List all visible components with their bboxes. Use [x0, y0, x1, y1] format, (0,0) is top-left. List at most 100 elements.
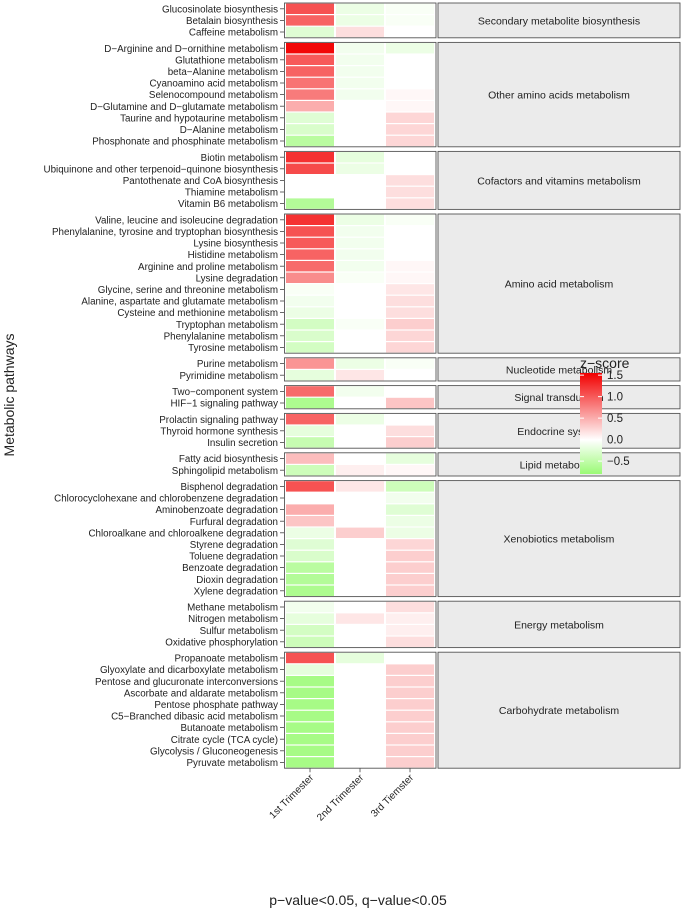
heatmap-cell	[386, 26, 434, 38]
row-label: Citrate cycle (TCA cycle)	[171, 735, 278, 746]
row-label: Chloroalkane and chloroalkene degradatio…	[88, 528, 278, 539]
heatmap-cell	[336, 295, 384, 307]
heatmap-cell	[336, 757, 384, 768]
row-label: Sulfur metabolism	[200, 626, 278, 637]
column-label: 1st Trimester	[267, 772, 316, 821]
panel-border	[284, 452, 437, 477]
heatmap-cell	[386, 745, 434, 756]
panel-border	[284, 357, 437, 382]
heatmap-cell	[386, 152, 434, 163]
heatmap-cell	[336, 585, 384, 596]
row-label: Caffeine metabolism	[189, 28, 278, 39]
row-label: Arginine and proline metabolism	[138, 262, 278, 273]
heatmap-cell	[286, 54, 334, 65]
legend-tick-label: 1.5	[607, 370, 623, 382]
heatmap-cell	[386, 636, 434, 647]
heatmap-cell	[286, 112, 334, 123]
row-label: Glycine, serine and threonine metabolism	[98, 285, 278, 296]
heatmap-cell	[386, 15, 434, 26]
row-label: Insulin secretion	[207, 438, 278, 449]
heatmap-cell	[386, 527, 434, 538]
heatmap-cell	[336, 15, 384, 26]
heatmap-cell	[336, 26, 384, 38]
row-label: Selenocompound metabolism	[149, 90, 278, 101]
heatmap-cell	[386, 237, 434, 249]
heatmap-cell	[386, 226, 434, 237]
panel-border	[284, 385, 437, 410]
heatmap-cell	[386, 3, 434, 14]
row-label: Ubiquinone and other terpenoid−quinone b…	[44, 164, 279, 175]
heatmap-cell	[336, 745, 384, 756]
heatmap-cell	[336, 112, 384, 123]
row-label: Pentose phosphate pathway	[154, 700, 278, 711]
row-label: Two−component system	[172, 387, 278, 398]
heatmap-cell	[286, 342, 334, 353]
row-label: Cyanoamino acid metabolism	[149, 79, 278, 90]
row-label: Purine metabolism	[197, 359, 278, 370]
heatmap-cell	[386, 757, 434, 768]
heatmap-cell	[386, 437, 434, 448]
heatmap-cell	[386, 562, 434, 573]
heatmap-cell	[386, 43, 434, 54]
y-axis-title: Metabolic pathways	[1, 334, 17, 457]
heatmap-cell	[336, 425, 384, 436]
heatmap-cell	[336, 676, 384, 687]
heatmap-cell	[286, 527, 334, 538]
heatmap-cell	[286, 198, 334, 209]
facet-strip-label: Lipid metabolism	[520, 459, 599, 471]
heatmap-cell	[336, 664, 384, 675]
heatmap-cell	[386, 89, 434, 100]
facet-strip-label: Carbohydrate metabolism	[499, 705, 619, 717]
heatmap-cell	[336, 625, 384, 636]
heatmap-cell	[386, 601, 434, 613]
row-label: Thiamine metabolism	[185, 188, 278, 199]
x-axis-title: p−value<0.05, q−value<0.05	[269, 892, 447, 908]
heatmap-cell	[336, 175, 384, 186]
heatmap-cell	[336, 66, 384, 77]
heatmap-cell	[286, 745, 334, 756]
heatmap-cell	[386, 722, 434, 733]
heatmap-cell	[386, 249, 434, 260]
row-label: Cysteine and methionine metabolism	[117, 308, 278, 319]
heatmap-cell	[286, 135, 334, 147]
heatmap-cell	[286, 710, 334, 722]
heatmap-cell	[336, 722, 384, 733]
panel-border	[284, 600, 437, 649]
legend: z−score 1.5 1.0 0.5 0.0 −0.5	[580, 355, 630, 474]
heatmap-cell	[286, 601, 334, 613]
column-label: 3rd Tiemster	[369, 772, 417, 820]
heatmap-cell	[336, 214, 384, 225]
row-label: Tryptophan metabolism	[176, 320, 278, 331]
heatmap-cell	[386, 307, 434, 318]
row-label: Bisphenol degradation	[180, 482, 278, 493]
heatmap-cell	[286, 636, 334, 647]
heatmap-cell	[336, 307, 384, 318]
heatmap-cells	[286, 3, 434, 768]
heatmap-cell	[336, 3, 384, 14]
heatmap-cell	[336, 550, 384, 562]
heatmap-cell	[386, 625, 434, 636]
heatmap-cell	[286, 562, 334, 573]
heatmap-cell	[286, 676, 334, 687]
heatmap-cell	[286, 214, 334, 225]
heatmap-cell	[386, 175, 434, 186]
heatmap-cell	[286, 664, 334, 675]
heatmap-cell	[286, 539, 334, 550]
heatmap-cell	[286, 625, 334, 636]
heatmap-cell	[336, 272, 384, 283]
heatmap-cell	[336, 249, 384, 260]
heatmap-cell	[386, 386, 434, 397]
row-label: Glycolysis / Gluconeogenesis	[150, 746, 278, 757]
row-label: Fatty acid biosynthesis	[179, 454, 278, 465]
heatmap-cell	[336, 481, 384, 492]
heatmap-cell	[286, 652, 334, 664]
heatmap-cell	[386, 613, 434, 624]
row-label: Benzoate degradation	[182, 563, 278, 574]
heatmap-cell	[286, 330, 334, 341]
panel-border	[284, 2, 437, 39]
heatmap-cell	[386, 101, 434, 112]
heatmap-cell	[286, 465, 334, 476]
